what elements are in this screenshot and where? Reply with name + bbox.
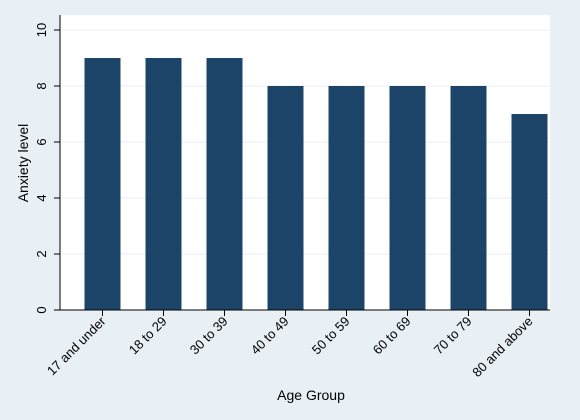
x-tick-label: 80 and above [469, 314, 535, 380]
y-tick-label: 6 [34, 138, 49, 145]
y-tick-label: 10 [34, 23, 49, 37]
bar [84, 58, 121, 310]
y-tick-label: 4 [34, 194, 49, 201]
y-ticks: 0 2 4 6 8 10 [34, 23, 60, 314]
y-tick-label: 8 [34, 82, 49, 89]
bar [450, 86, 487, 310]
x-tick-label: 17 and under [44, 313, 109, 378]
x-tick-label: 30 to 39 [187, 314, 231, 358]
x-axis-title: Age Group [277, 387, 345, 403]
x-tick-label: 18 to 29 [126, 314, 170, 358]
bar [206, 58, 243, 310]
bar [389, 86, 426, 310]
bar [511, 114, 548, 310]
x-ticks: 17 and under 18 to 29 30 to 39 40 to 49 50 t… [44, 310, 536, 380]
bar [267, 86, 304, 310]
y-tick-label: 2 [34, 250, 49, 257]
x-tick-label: 50 to 59 [309, 314, 353, 358]
bar [328, 86, 365, 310]
bar [145, 58, 182, 310]
x-tick-label: 40 to 49 [248, 314, 292, 358]
y-axis-title: Anxiety level [15, 124, 31, 203]
x-tick-label: 70 to 79 [431, 314, 475, 358]
bars [84, 58, 548, 310]
x-tick-label: 60 to 69 [370, 314, 414, 358]
y-tick-label: 0 [34, 306, 49, 313]
